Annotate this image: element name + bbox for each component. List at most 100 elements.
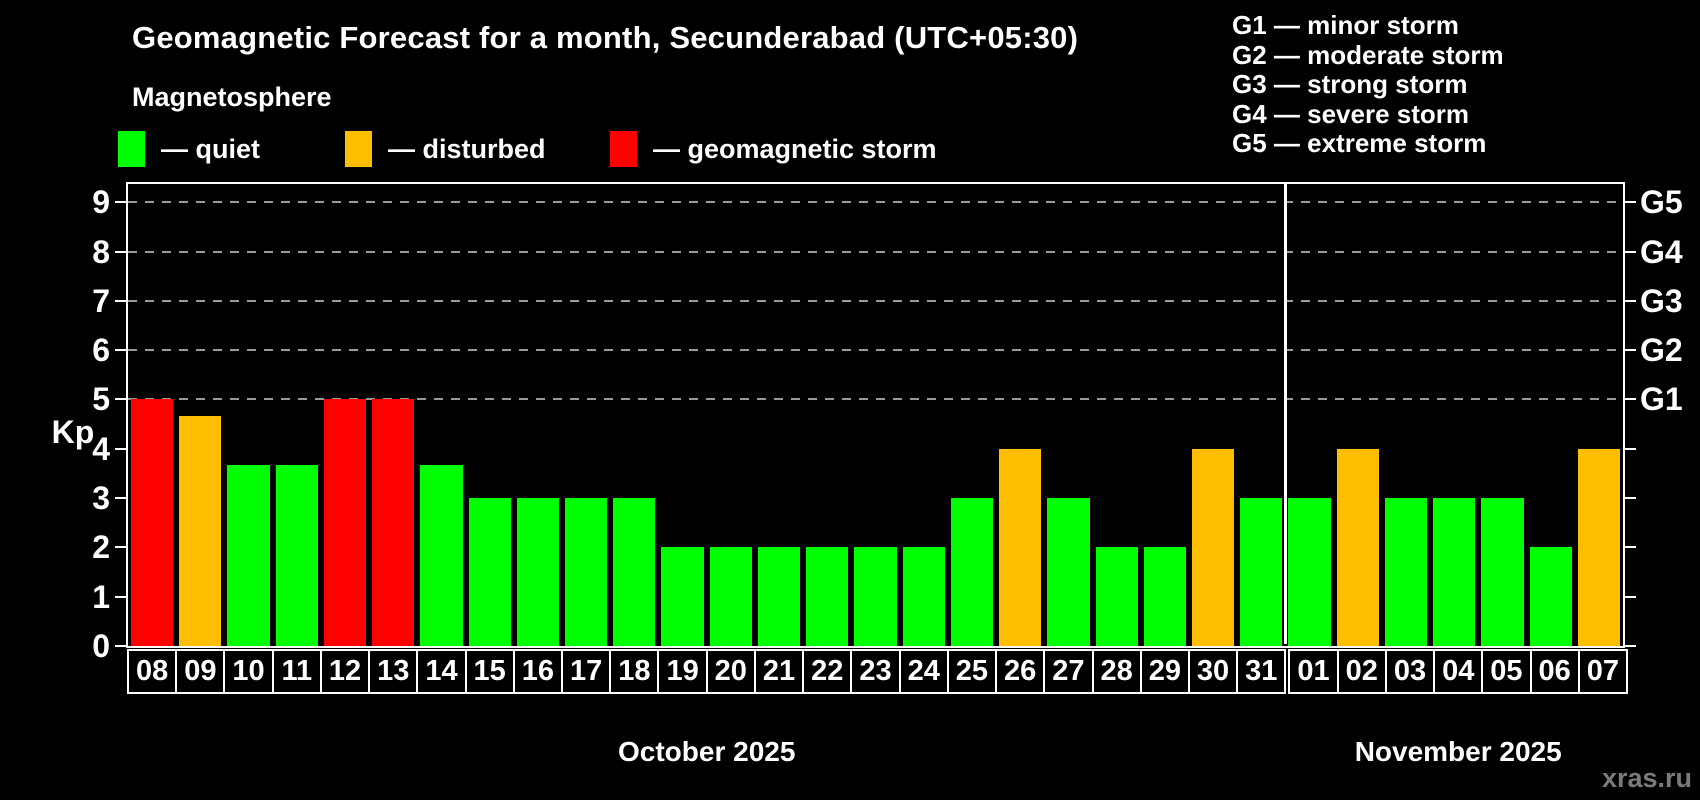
day-label-07: 07 <box>1577 649 1628 694</box>
legend-label-storm: — geomagnetic storm <box>653 133 937 164</box>
left-tick-kp9 <box>115 201 126 204</box>
gridline-kp6 <box>128 349 1623 352</box>
left-tick-kp5 <box>115 398 126 401</box>
kp-bar-day-09 <box>179 415 222 646</box>
day-label-15: 15 <box>464 649 515 694</box>
day-label-16: 16 <box>512 649 564 694</box>
storm-color-swatch-icon <box>610 131 637 167</box>
kp-bar-day-26 <box>999 448 1042 646</box>
day-label-20: 20 <box>705 649 756 694</box>
right-tick-kp3 <box>1625 497 1636 500</box>
g-scale-legend-line-2: G2 — moderate storm <box>1232 39 1504 70</box>
day-label-05: 05 <box>1481 649 1532 694</box>
day-label-01: 01 <box>1288 649 1339 694</box>
right-tick-kp6 <box>1625 349 1636 352</box>
kp-bar-day-14 <box>420 465 463 646</box>
kp-bar-day-07 <box>1577 448 1620 646</box>
right-tick-kp1 <box>1625 595 1636 598</box>
right-axis-label-G2: G2 <box>1640 332 1683 369</box>
watermark: xras.ru <box>1601 763 1692 793</box>
day-label-08: 08 <box>127 649 178 694</box>
day-label-23: 23 <box>850 649 901 694</box>
day-label-03: 03 <box>1384 649 1436 694</box>
kp-bar-day-20 <box>709 547 752 646</box>
kp-bar-day-22 <box>806 547 849 646</box>
g-scale-legend-line-5: G5 — extreme storm <box>1232 128 1487 159</box>
right-tick-kp4 <box>1625 447 1636 450</box>
kp-bar-day-04 <box>1433 498 1476 646</box>
gridline-kp5 <box>128 398 1623 401</box>
month-label-november: November 2025 <box>1354 736 1562 767</box>
right-tick-kp0 <box>1625 645 1636 647</box>
legend-label-disturbed: — disturbed <box>388 133 546 164</box>
right-axis-label-G3: G3 <box>1640 282 1683 319</box>
gridline-kp7 <box>128 299 1623 302</box>
kp-bar-day-11 <box>275 465 318 646</box>
kp-bar-day-16 <box>516 498 560 646</box>
right-tick-kp5 <box>1625 398 1636 401</box>
right-tick-kp9 <box>1625 201 1636 204</box>
right-axis-label-G5: G5 <box>1640 184 1683 221</box>
kp-bar-day-10 <box>227 465 270 646</box>
y-axis-label: Kp <box>51 414 95 450</box>
chart-subtitle: Magnetosphere <box>132 82 332 112</box>
kp-bar-day-13 <box>372 399 415 646</box>
y-tick-label-6: 6 <box>92 332 110 369</box>
left-tick-kp1 <box>115 595 126 598</box>
legend-item-disturbed: — disturbed <box>345 131 546 167</box>
day-label-04: 04 <box>1433 649 1484 694</box>
day-label-13: 13 <box>368 649 419 694</box>
kp-bar-day-02 <box>1336 448 1379 646</box>
left-tick-kp3 <box>115 497 126 500</box>
g-scale-legend-line-1: G1 — minor storm <box>1232 10 1459 40</box>
y-tick-label-1: 1 <box>92 578 110 615</box>
left-tick-kp0 <box>115 645 126 647</box>
kp-bar-day-28 <box>1095 547 1138 646</box>
g-scale-legend-line-3: G3 — strong storm <box>1232 69 1468 100</box>
kp-bar-day-23 <box>854 547 897 646</box>
kp-bar-day-30 <box>1191 448 1235 646</box>
kp-bar-day-17 <box>565 498 608 646</box>
left-tick-kp4 <box>115 447 126 450</box>
kp-bar-day-05 <box>1481 498 1524 646</box>
day-label-12: 12 <box>319 649 371 694</box>
right-tick-kp2 <box>1625 546 1636 549</box>
kp-bar-day-25 <box>950 498 994 646</box>
right-tick-kp7 <box>1625 299 1636 302</box>
day-label-21: 21 <box>753 649 805 694</box>
day-label-09: 09 <box>175 649 226 694</box>
right-axis-label-G1: G1 <box>1640 381 1683 418</box>
left-tick-kp6 <box>115 349 126 352</box>
x-axis-day-labels: 08 09 10 11 12 13 14 15 16 17 18 19 20 21 22 23 24 25 26 27… <box>127 649 1628 694</box>
gridline-kp9 <box>128 201 1623 204</box>
kp-bar-day-15 <box>468 498 511 646</box>
day-label-02: 02 <box>1336 649 1387 694</box>
day-label-19: 19 <box>657 649 708 694</box>
kp-bar-day-01 <box>1288 498 1331 646</box>
day-label-27: 27 <box>1043 649 1094 694</box>
month-divider-line <box>1284 184 1287 644</box>
kp-bar-day-31 <box>1240 498 1283 646</box>
legend-item-storm: — geomagnetic storm <box>610 131 937 167</box>
y-tick-label-9: 9 <box>92 184 110 221</box>
y-tick-label-8: 8 <box>92 233 110 270</box>
day-label-22: 22 <box>802 649 853 694</box>
quiet-color-swatch-icon <box>118 131 145 167</box>
y-tick-label-3: 3 <box>92 480 110 517</box>
legend-label-quiet: — quiet <box>161 133 260 164</box>
left-tick-kp7 <box>115 299 126 302</box>
kp-bar-day-08 <box>131 399 174 646</box>
legend-item-quiet: — quiet <box>118 131 260 167</box>
day-label-24: 24 <box>898 649 949 694</box>
y-tick-label-2: 2 <box>92 529 110 566</box>
chart-title: Geomagnetic Forecast for a month, Secund… <box>132 20 1079 55</box>
day-label-11: 11 <box>271 649 322 694</box>
day-label-10: 10 <box>223 649 274 694</box>
day-label-30: 30 <box>1187 649 1239 694</box>
y-tick-label-5: 5 <box>92 381 110 418</box>
kp-bar-day-27 <box>1047 498 1090 646</box>
day-label-18: 18 <box>609 649 660 694</box>
kp-bar-day-29 <box>1143 547 1186 646</box>
right-tick-kp8 <box>1625 250 1636 253</box>
